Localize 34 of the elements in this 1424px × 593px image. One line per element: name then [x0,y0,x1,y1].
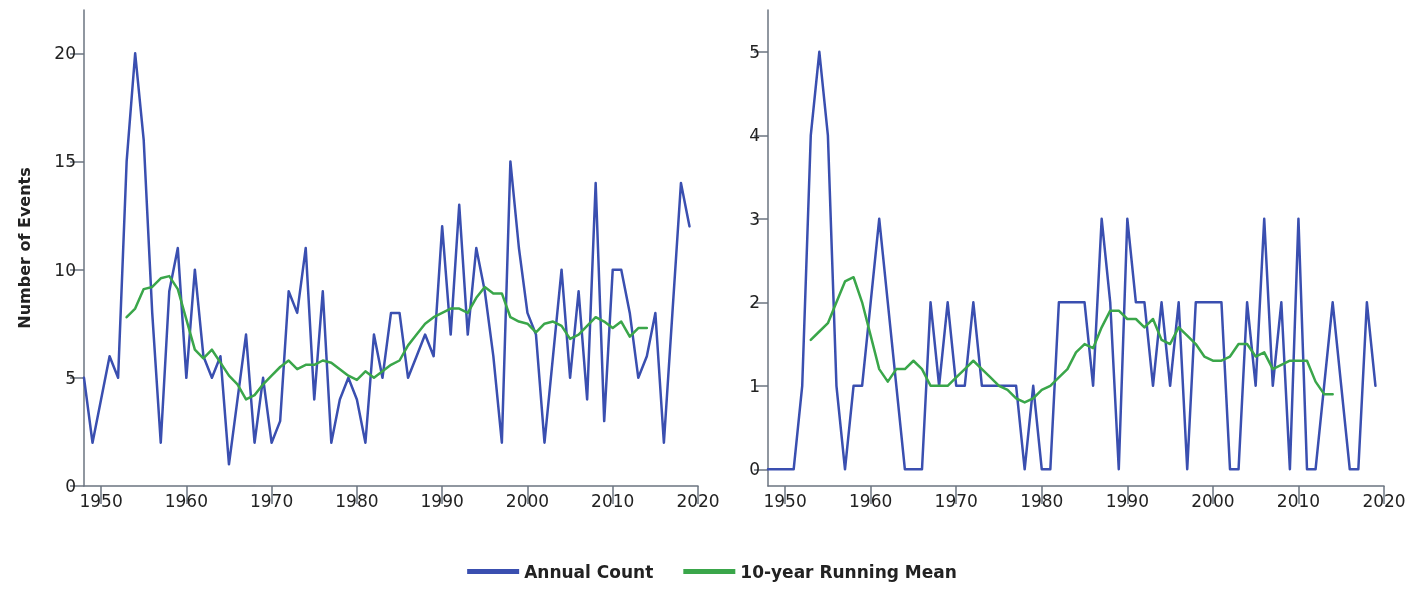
x-tick-label: 1990 [1105,490,1149,511]
x-tick-label: 1960 [849,490,893,511]
y-tick-label: 5 [65,367,76,388]
line-series [125,274,649,401]
y-tick-label: 10 [54,259,76,280]
legend-label: Annual Count [524,561,654,582]
y-tick-label: 1 [749,375,760,396]
x-tick-label: 2020 [1362,490,1406,511]
y-tick-label: 5 [749,41,760,62]
x-tick-label: 1980 [335,490,379,511]
x-tick-label: 2000 [505,490,550,511]
y-tick-label: 0 [749,459,760,480]
y-tick-label: 0 [65,476,76,496]
x-tick-label: 2010 [1276,490,1321,511]
x-tick-label: 1970 [934,490,978,511]
y-tick-label: 3 [749,208,760,229]
line-series [766,50,1377,471]
x-tick-label: 2010 [591,490,635,511]
y-axis-title: Number of Events [14,167,34,329]
x-tick-label: 2000 [1191,490,1235,511]
y-tick-label: 20 [54,43,76,64]
x-tick-label: 1990 [420,490,464,511]
y-tick-label: 4 [749,125,760,146]
x-tick-label: 1960 [164,490,208,511]
x-tick-label: 2020 [676,490,720,511]
x-tick-label: 1950 [763,490,807,511]
y-tick-label: 2 [749,292,760,313]
x-tick-label: 1950 [79,490,123,511]
legend-label: 10-year Running Mean [740,561,957,582]
line-series [809,275,1334,404]
x-tick-label: 1970 [249,490,294,511]
y-tick-label: 15 [54,151,76,172]
line-series [82,52,691,466]
x-tick-label: 1980 [1020,490,1064,511]
